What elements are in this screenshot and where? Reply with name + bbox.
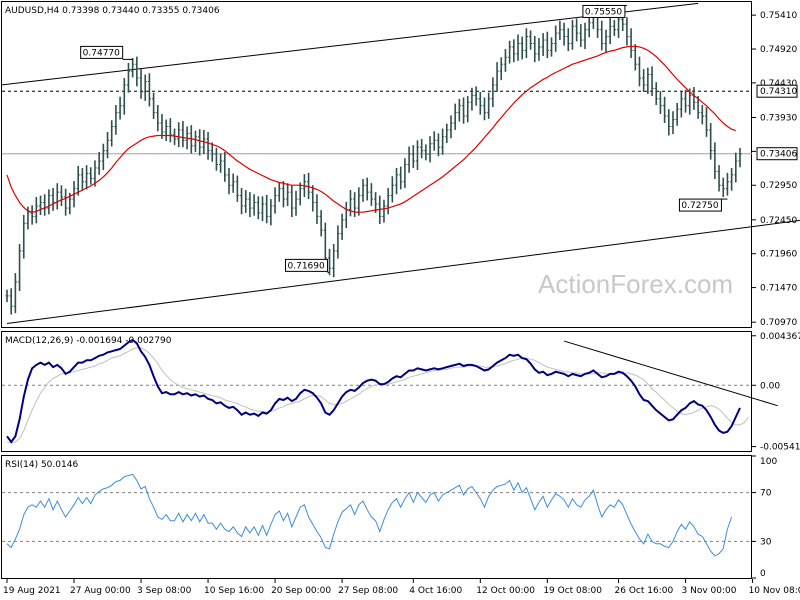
price-annotation-box xyxy=(80,45,124,59)
price-tick-label: 0.72450 xyxy=(760,216,797,226)
macd-panel-header: MACD(12,26,9) -0.001694 -0.002790 xyxy=(5,336,172,346)
resistance-label-box xyxy=(756,84,798,98)
price-tick-label: 0.72950 xyxy=(760,181,797,191)
price-tick-label: 0.73930 xyxy=(760,113,797,123)
x-tick-label: 3 Sep 08:00 xyxy=(137,586,192,596)
rsi-tick-label: 30 xyxy=(760,537,772,547)
last-price-label-box xyxy=(756,147,798,161)
price-annotation-label: 0.72750 xyxy=(681,201,718,211)
x-axis: 19 Aug 2021 27 Aug 00:00 3 Sep 08:00 10 Sep… xyxy=(3,579,800,596)
rsi-lines xyxy=(6,473,733,557)
x-tick-label: 20 Sep 00:00 xyxy=(271,586,331,596)
price-annotation-label: 0.74770 xyxy=(83,48,120,58)
price-tick-label: 0.70970 xyxy=(760,318,797,328)
channel-lower-line xyxy=(6,219,800,325)
watermark: ActionForex.com xyxy=(538,269,733,299)
price-tick-label: 0.75410 xyxy=(760,11,797,21)
price-tick-label: 0.74920 xyxy=(760,45,797,55)
x-tick-label: 27 Sep 08:00 xyxy=(338,586,398,596)
x-tick-label: 19 Oct 08:00 xyxy=(543,586,602,596)
macd-line xyxy=(6,338,741,444)
rsi-y-axis: 100 70 30 0 xyxy=(2,455,777,579)
x-tick-label: 27 Aug 00:00 xyxy=(70,586,131,596)
price-reference-lines: 0.74310 0.73406 xyxy=(0,2,800,325)
resistance-label: 0.74310 xyxy=(760,87,797,97)
macd-tick-label: 0.00 xyxy=(760,381,780,391)
macd-lines xyxy=(2,338,778,444)
price-annotation-box xyxy=(582,4,626,18)
x-tick-label: 4 Oct 16:00 xyxy=(409,586,462,596)
price-tick-label: 0.74430 xyxy=(760,79,797,89)
x-tick-label: 26 Oct 16:00 xyxy=(615,586,674,596)
price-panel-frame xyxy=(1,1,752,328)
macd-trendline xyxy=(563,340,778,407)
x-tick-label: 3 Nov 00:00 xyxy=(682,586,737,596)
rsi-tick-label: 100 xyxy=(760,457,777,467)
rsi-panel-frame xyxy=(1,455,752,579)
rsi-panel-header: RSI(14) 50.0146 xyxy=(5,460,78,470)
channel-upper-line xyxy=(0,2,699,86)
rsi-tick-label: 0 xyxy=(760,569,766,579)
x-tick-label: 10 Nov 08:00 xyxy=(749,586,800,596)
x-tick-label: 12 Oct 00:00 xyxy=(476,586,535,596)
rsi-line xyxy=(6,473,733,557)
macd-panel-frame xyxy=(1,331,752,452)
price-panel-header: AUDUSD,H4 0.73398 0.73440 0.73355 0.7340… xyxy=(5,6,220,16)
price-annotation-box xyxy=(285,258,329,272)
x-tick-label: 19 Aug 2021 xyxy=(3,586,61,596)
price-tick-label: 0.71470 xyxy=(760,284,797,294)
price-annotation-label: 0.71690 xyxy=(288,261,325,271)
x-tick-label: 10 Sep 16:00 xyxy=(204,586,264,596)
price-annotation-box xyxy=(678,198,722,212)
price-y-axis: 0.754100.749200.744300.739300.734400.729… xyxy=(752,11,797,328)
price-annotation-label: 0.75550 xyxy=(585,7,622,17)
last-price-label: 0.73406 xyxy=(760,150,797,160)
price-annotations: 0.74770 0.75550 0.71690 0.72750 xyxy=(80,4,728,273)
panel-frames xyxy=(1,1,752,579)
rsi-tick-label: 70 xyxy=(760,489,772,499)
macd-tick-label: 0.004367 xyxy=(760,332,800,342)
price-tick-label: 0.71960 xyxy=(760,250,797,260)
moving-average-line xyxy=(6,45,736,213)
price-bars xyxy=(5,4,742,315)
